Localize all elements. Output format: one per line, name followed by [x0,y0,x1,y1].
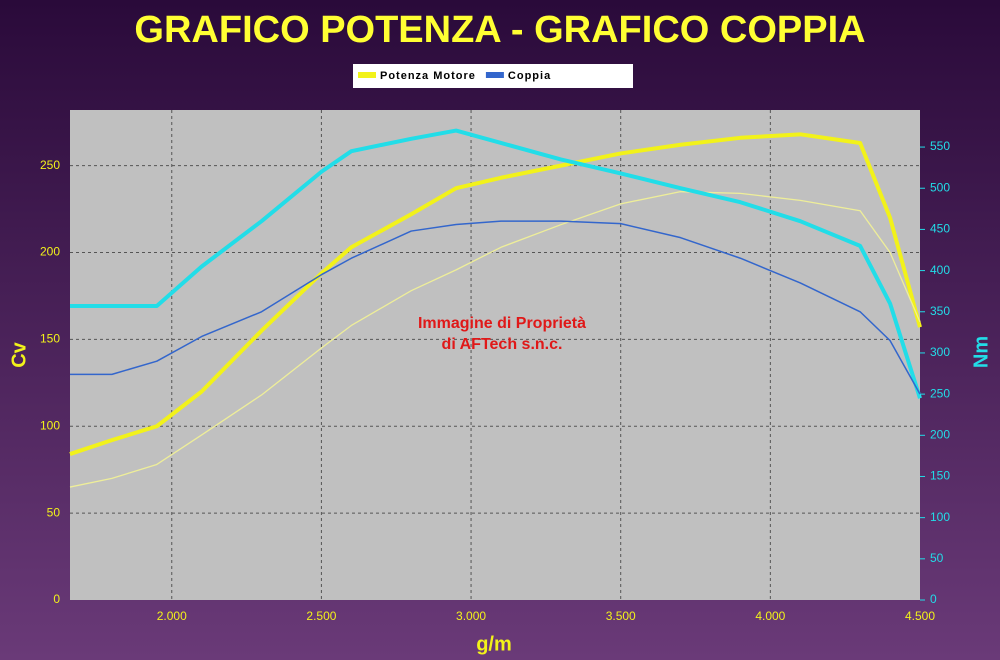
y2-tick-label: 400 [930,263,950,277]
y-tick-label: 50 [47,505,61,519]
y-axis-label: Cv [8,341,30,367]
y2-tick-label: 500 [930,180,950,194]
y2-tick-label: 50 [930,551,944,565]
y-tick-label: 250 [40,158,60,172]
x-tick-label: 4.500 [905,609,935,623]
x-tick-label: 2.000 [157,609,187,623]
y2-tick-label: 0 [930,592,937,606]
x-axis-label: g/m [476,633,512,655]
y2-tick-label: 550 [930,139,950,153]
x-tick-label: 3.000 [456,609,486,623]
y2-tick-label: 200 [930,427,950,441]
y-tick-label: 0 [53,592,60,606]
y2-tick-label: 150 [930,469,950,483]
data-line [70,128,922,399]
y2-tick-label: 350 [930,304,950,318]
annotation: Immagine di Proprietà [418,315,586,332]
y-tick-label: 150 [40,332,60,346]
y2-axis-label: Nm [970,336,992,368]
data-line [69,191,921,488]
annotation: di AFTech s.n.c. [442,336,563,353]
legend-label: Potenza Motore [380,70,476,82]
y2-tick-label: 300 [930,345,950,359]
y-tick-label: 100 [40,418,60,432]
legend-label: Coppia [508,70,551,82]
chart-title: GRAFICO POTENZA - GRAFICO COPPIA [134,9,865,51]
y2-tick-label: 100 [930,510,950,524]
y2-tick-label: 250 [930,386,950,400]
data-line [70,220,921,395]
y-tick-label: 200 [40,245,60,259]
x-tick-label: 2.500 [306,609,336,623]
legend-swatch [485,72,504,78]
plot-area [70,110,920,600]
x-tick-label: 3.500 [606,609,636,623]
y2-tick-label: 450 [930,222,950,236]
data-line [69,132,922,456]
legend-swatch [358,72,376,78]
x-tick-label: 4.000 [755,609,785,623]
